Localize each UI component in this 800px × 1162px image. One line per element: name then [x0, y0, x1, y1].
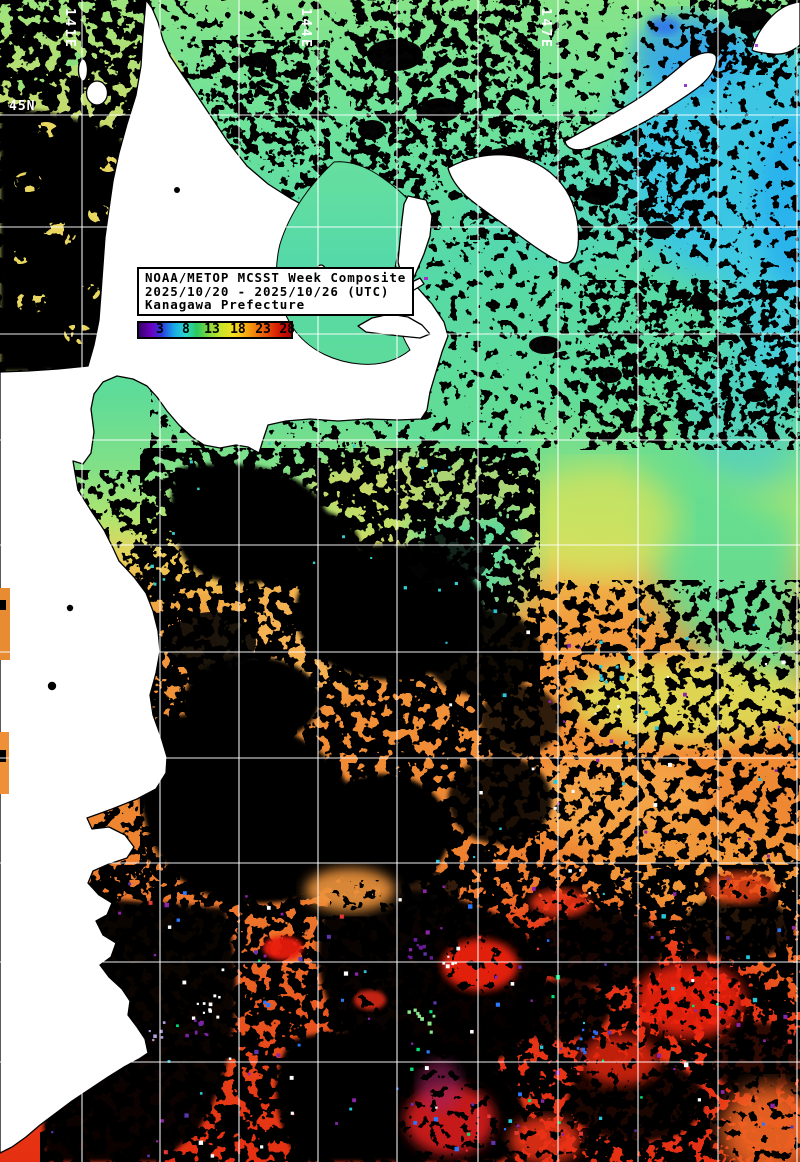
lake-ogawara	[66, 604, 74, 612]
info-line-period: 2025/10/20 - 2025/10/26 (UTC)	[145, 283, 390, 299]
graticule-labels: 141E 144E 147E 45N	[9, 8, 553, 114]
erimo-cape	[447, 154, 580, 264]
warm-water-accents	[263, 868, 800, 1162]
colorbar-legend: 3 8 13 18 23 28	[137, 321, 296, 339]
small-islet	[174, 187, 180, 193]
okushiri-island	[77, 58, 89, 82]
colorbar-tick: 13	[204, 322, 220, 337]
retrieval-noise-dots	[51, 435, 796, 1158]
info-line-agency: Kanagawa Prefecture	[145, 297, 306, 312]
info-box: NOAA/METOP MCSST Week Composite 2025/10/…	[137, 267, 415, 316]
japan-sea-edge-strip	[0, 588, 10, 660]
lake-towada	[47, 681, 57, 691]
colorbar-tick: 23	[255, 322, 271, 337]
meridian-label: 147E	[538, 8, 553, 49]
info-line-product: NOAA/METOP MCSST Week Composite	[145, 270, 407, 285]
colorbar-tick: 8	[182, 322, 190, 337]
kameda-peninsula	[397, 195, 433, 291]
colorbar-tick: 3	[156, 322, 164, 337]
meridian-label: 141E	[62, 8, 77, 49]
parallel-label: 45N	[9, 99, 35, 114]
colorbar-gradient	[139, 323, 291, 337]
kuril-island-east	[751, 1, 800, 55]
anomaly-pixel	[684, 84, 687, 87]
japan-sea-edge-strip	[0, 732, 9, 794]
oshima-island	[85, 80, 109, 106]
anomaly-pixel	[755, 44, 758, 47]
colorbar-tick: 28	[279, 322, 296, 337]
kuril-island-west	[564, 51, 718, 151]
anomaly-pixel	[424, 277, 428, 280]
meridian-label: 144E	[298, 8, 313, 49]
colorbar-tick: 18	[230, 322, 246, 337]
